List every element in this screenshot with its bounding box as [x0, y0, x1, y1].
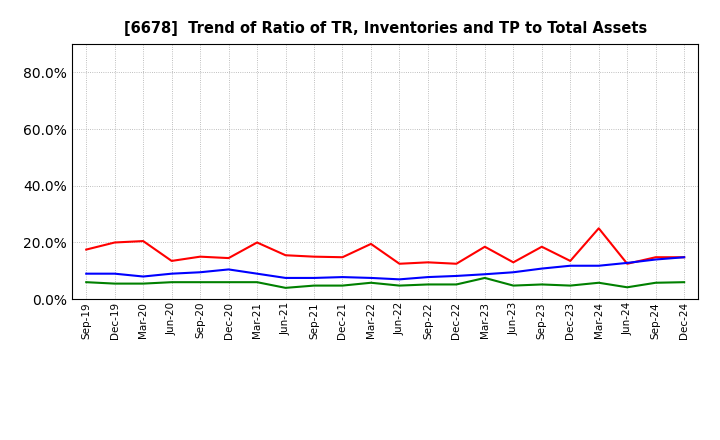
Inventories: [566, 263, 575, 268]
Trade Payables: [423, 282, 432, 287]
Trade Receivables: [623, 261, 631, 266]
Inventories: [623, 260, 631, 266]
Inventories: [652, 257, 660, 262]
Trade Receivables: [595, 226, 603, 231]
Inventories: [110, 271, 119, 276]
Trade Receivables: [423, 260, 432, 265]
Trade Receivables: [310, 254, 318, 259]
Legend: Trade Receivables, Inventories, Trade Payables: Trade Receivables, Inventories, Trade Pa…: [166, 438, 604, 440]
Inventories: [366, 275, 375, 281]
Inventories: [338, 275, 347, 280]
Inventories: [196, 270, 204, 275]
Inventories: [282, 275, 290, 281]
Inventories: [423, 275, 432, 280]
Trade Receivables: [167, 258, 176, 264]
Trade Payables: [338, 283, 347, 288]
Trade Payables: [196, 279, 204, 285]
Trade Payables: [537, 282, 546, 287]
Trade Payables: [310, 283, 318, 288]
Trade Payables: [595, 280, 603, 286]
Trade Payables: [480, 275, 489, 281]
Line: Trade Payables: Trade Payables: [86, 278, 684, 288]
Trade Payables: [167, 279, 176, 285]
Trade Receivables: [480, 244, 489, 249]
Inventories: [139, 274, 148, 279]
Trade Receivables: [680, 255, 688, 260]
Trade Payables: [110, 281, 119, 286]
Line: Trade Receivables: Trade Receivables: [86, 228, 684, 264]
Trade Payables: [652, 280, 660, 286]
Trade Payables: [623, 285, 631, 290]
Inventories: [480, 271, 489, 277]
Trade Receivables: [509, 260, 518, 265]
Trade Payables: [680, 279, 688, 285]
Title: [6678]  Trend of Ratio of TR, Inventories and TP to Total Assets: [6678] Trend of Ratio of TR, Inventories…: [124, 21, 647, 36]
Line: Inventories: Inventories: [86, 257, 684, 279]
Inventories: [310, 275, 318, 281]
Inventories: [167, 271, 176, 276]
Trade Payables: [282, 285, 290, 290]
Trade Receivables: [282, 253, 290, 258]
Trade Receivables: [82, 247, 91, 252]
Trade Payables: [395, 283, 404, 288]
Inventories: [509, 270, 518, 275]
Trade Payables: [82, 279, 91, 285]
Trade Receivables: [139, 238, 148, 244]
Trade Receivables: [366, 241, 375, 246]
Trade Payables: [366, 280, 375, 286]
Trade Receivables: [225, 256, 233, 261]
Inventories: [595, 263, 603, 268]
Inventories: [680, 255, 688, 260]
Trade Receivables: [110, 240, 119, 245]
Inventories: [82, 271, 91, 276]
Trade Payables: [452, 282, 461, 287]
Trade Payables: [139, 281, 148, 286]
Trade Receivables: [395, 261, 404, 266]
Trade Receivables: [253, 240, 261, 245]
Trade Payables: [253, 279, 261, 285]
Inventories: [253, 271, 261, 276]
Trade Payables: [566, 283, 575, 288]
Trade Receivables: [537, 244, 546, 249]
Trade Receivables: [452, 261, 461, 266]
Inventories: [395, 277, 404, 282]
Inventories: [225, 267, 233, 272]
Trade Receivables: [652, 255, 660, 260]
Trade Receivables: [566, 258, 575, 264]
Inventories: [452, 273, 461, 279]
Trade Receivables: [196, 254, 204, 259]
Inventories: [537, 266, 546, 271]
Trade Payables: [509, 283, 518, 288]
Trade Payables: [225, 279, 233, 285]
Trade Receivables: [338, 255, 347, 260]
